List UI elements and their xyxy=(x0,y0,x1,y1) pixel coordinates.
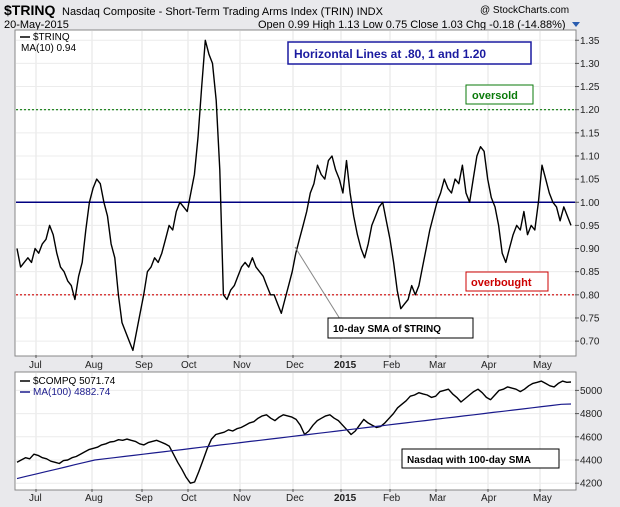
overbought-box xyxy=(465,271,549,292)
upper-y-tick-label: 0.75 xyxy=(580,313,600,324)
sma-note-label: 10-day SMA of $TRINQ xyxy=(333,324,441,335)
lower-x-tick-label: Aug xyxy=(85,493,103,504)
nasdaq-label-box xyxy=(401,448,560,469)
upper-x-tick-label: Apr xyxy=(481,360,497,371)
sma-note-pointer xyxy=(294,246,341,320)
oversold-label: oversold xyxy=(472,90,518,102)
upper-y-tick-label: 1.20 xyxy=(580,105,600,116)
lower-panel-frame xyxy=(14,371,577,491)
upper-horizontal-lines xyxy=(16,109,575,296)
lower-series xyxy=(16,380,572,484)
lower-grid xyxy=(16,373,575,489)
upper-x-tick-label: Dec xyxy=(286,360,304,371)
legend-trinq: $TRINQ xyxy=(33,32,70,43)
lower-x-tick-label: Oct xyxy=(181,493,197,504)
upper-x-tick-label: Mar xyxy=(429,360,447,371)
symbol-title: $TRINQ xyxy=(4,2,55,18)
overbought-label: overbought xyxy=(471,277,532,289)
chevron-down-icon[interactable] xyxy=(572,22,580,27)
upper-y-tick-label: 1.35 xyxy=(580,36,600,47)
lower-x-tick-label: Jul xyxy=(29,493,42,504)
upper-legend: $TRINQ MA(10) 0.94 xyxy=(20,32,76,54)
lower-x-tick-label: May xyxy=(533,493,552,504)
oversold-box xyxy=(465,84,534,105)
legend-ma10: MA(10) 0.94 xyxy=(21,43,76,54)
watermark: @ StockCharts.com xyxy=(480,5,569,16)
lower-y-tick-label: 4600 xyxy=(580,432,603,443)
upper-x-tick-label: Jul xyxy=(29,360,42,371)
upper-y-tick-label: 0.90 xyxy=(580,244,600,255)
chart-date: 20-May-2015 xyxy=(4,19,69,31)
upper-y-tick-label: 1.10 xyxy=(580,151,600,162)
lower-y-axis: 4200 4400 4600 4800 5000 xyxy=(575,386,603,490)
series-line-ma10 xyxy=(16,39,572,352)
lower-x-tick-label: Apr xyxy=(481,493,497,504)
series-line-compq xyxy=(16,380,572,484)
lower-x-axis: Jul Aug Sep Oct Nov Dec 2015 Feb Mar Apr May xyxy=(29,489,552,504)
upper-x-axis: Jul Aug Sep Oct Nov Dec 2015 Feb Mar Apr May xyxy=(29,355,552,371)
lower-x-tick-label: Nov xyxy=(233,493,251,504)
title-box xyxy=(287,41,532,65)
lower-x-tick-label: Feb xyxy=(383,493,401,504)
lower-y-tick-label: 4800 xyxy=(580,409,603,420)
upper-y-tick-label: 1.15 xyxy=(580,128,600,139)
upper-y-tick-label: 1.25 xyxy=(580,82,600,93)
lower-x-tick-label: Dec xyxy=(286,493,304,504)
series-line-ma100 xyxy=(16,403,572,480)
upper-x-tick-label: Oct xyxy=(181,360,197,371)
nasdaq-label: Nasdaq with 100-day SMA xyxy=(407,455,531,466)
quote-summary: Open 0.99 High 1.13 Low 0.75 Close 1.03 … xyxy=(258,19,566,31)
lower-y-tick-label: 4200 xyxy=(580,479,603,490)
upper-y-tick-label: 0.85 xyxy=(580,267,600,278)
upper-y-tick-label: 1.05 xyxy=(580,175,600,186)
upper-x-tick-label: May xyxy=(533,360,552,371)
chart-description: Nasdaq Composite - Short-Term Trading Ar… xyxy=(62,6,384,18)
lower-x-tick-label: Mar xyxy=(429,493,447,504)
sma-note-box xyxy=(327,317,474,339)
upper-x-tick-label: Nov xyxy=(233,360,251,371)
upper-x-tick-label: Feb xyxy=(383,360,401,371)
lower-legend: $COMPQ 5071.74 MA(100) 4882.74 xyxy=(20,376,116,398)
upper-y-tick-label: 1.30 xyxy=(580,59,600,70)
upper-y-tick-label: 1.00 xyxy=(580,198,600,209)
upper-y-tick-label: 0.95 xyxy=(580,221,600,232)
upper-x-tick-label: Aug xyxy=(85,360,103,371)
lower-x-tick-label: 2015 xyxy=(334,493,357,504)
upper-y-tick-label: 0.70 xyxy=(580,337,600,348)
upper-panel-frame xyxy=(14,29,577,357)
upper-x-tick-label: 2015 xyxy=(334,360,357,371)
upper-y-axis: 0.70 0.75 0.80 0.85 0.90 0.95 1.00 1.05 1.10 1.15… xyxy=(575,36,600,348)
title-box-text: Horizontal Lines at .80, 1 and 1.20 xyxy=(294,47,486,61)
upper-series xyxy=(16,39,572,352)
upper-y-tick-label: 0.80 xyxy=(580,290,600,301)
legend-compq: $COMPQ 5071.74 xyxy=(33,376,116,387)
lower-x-tick-label: Sep xyxy=(135,493,153,504)
lower-y-tick-label: 4400 xyxy=(580,456,603,467)
lower-y-tick-label: 5000 xyxy=(580,386,603,397)
legend-ma100: MA(100) 4882.74 xyxy=(33,387,111,398)
upper-x-tick-label: Sep xyxy=(135,360,153,371)
